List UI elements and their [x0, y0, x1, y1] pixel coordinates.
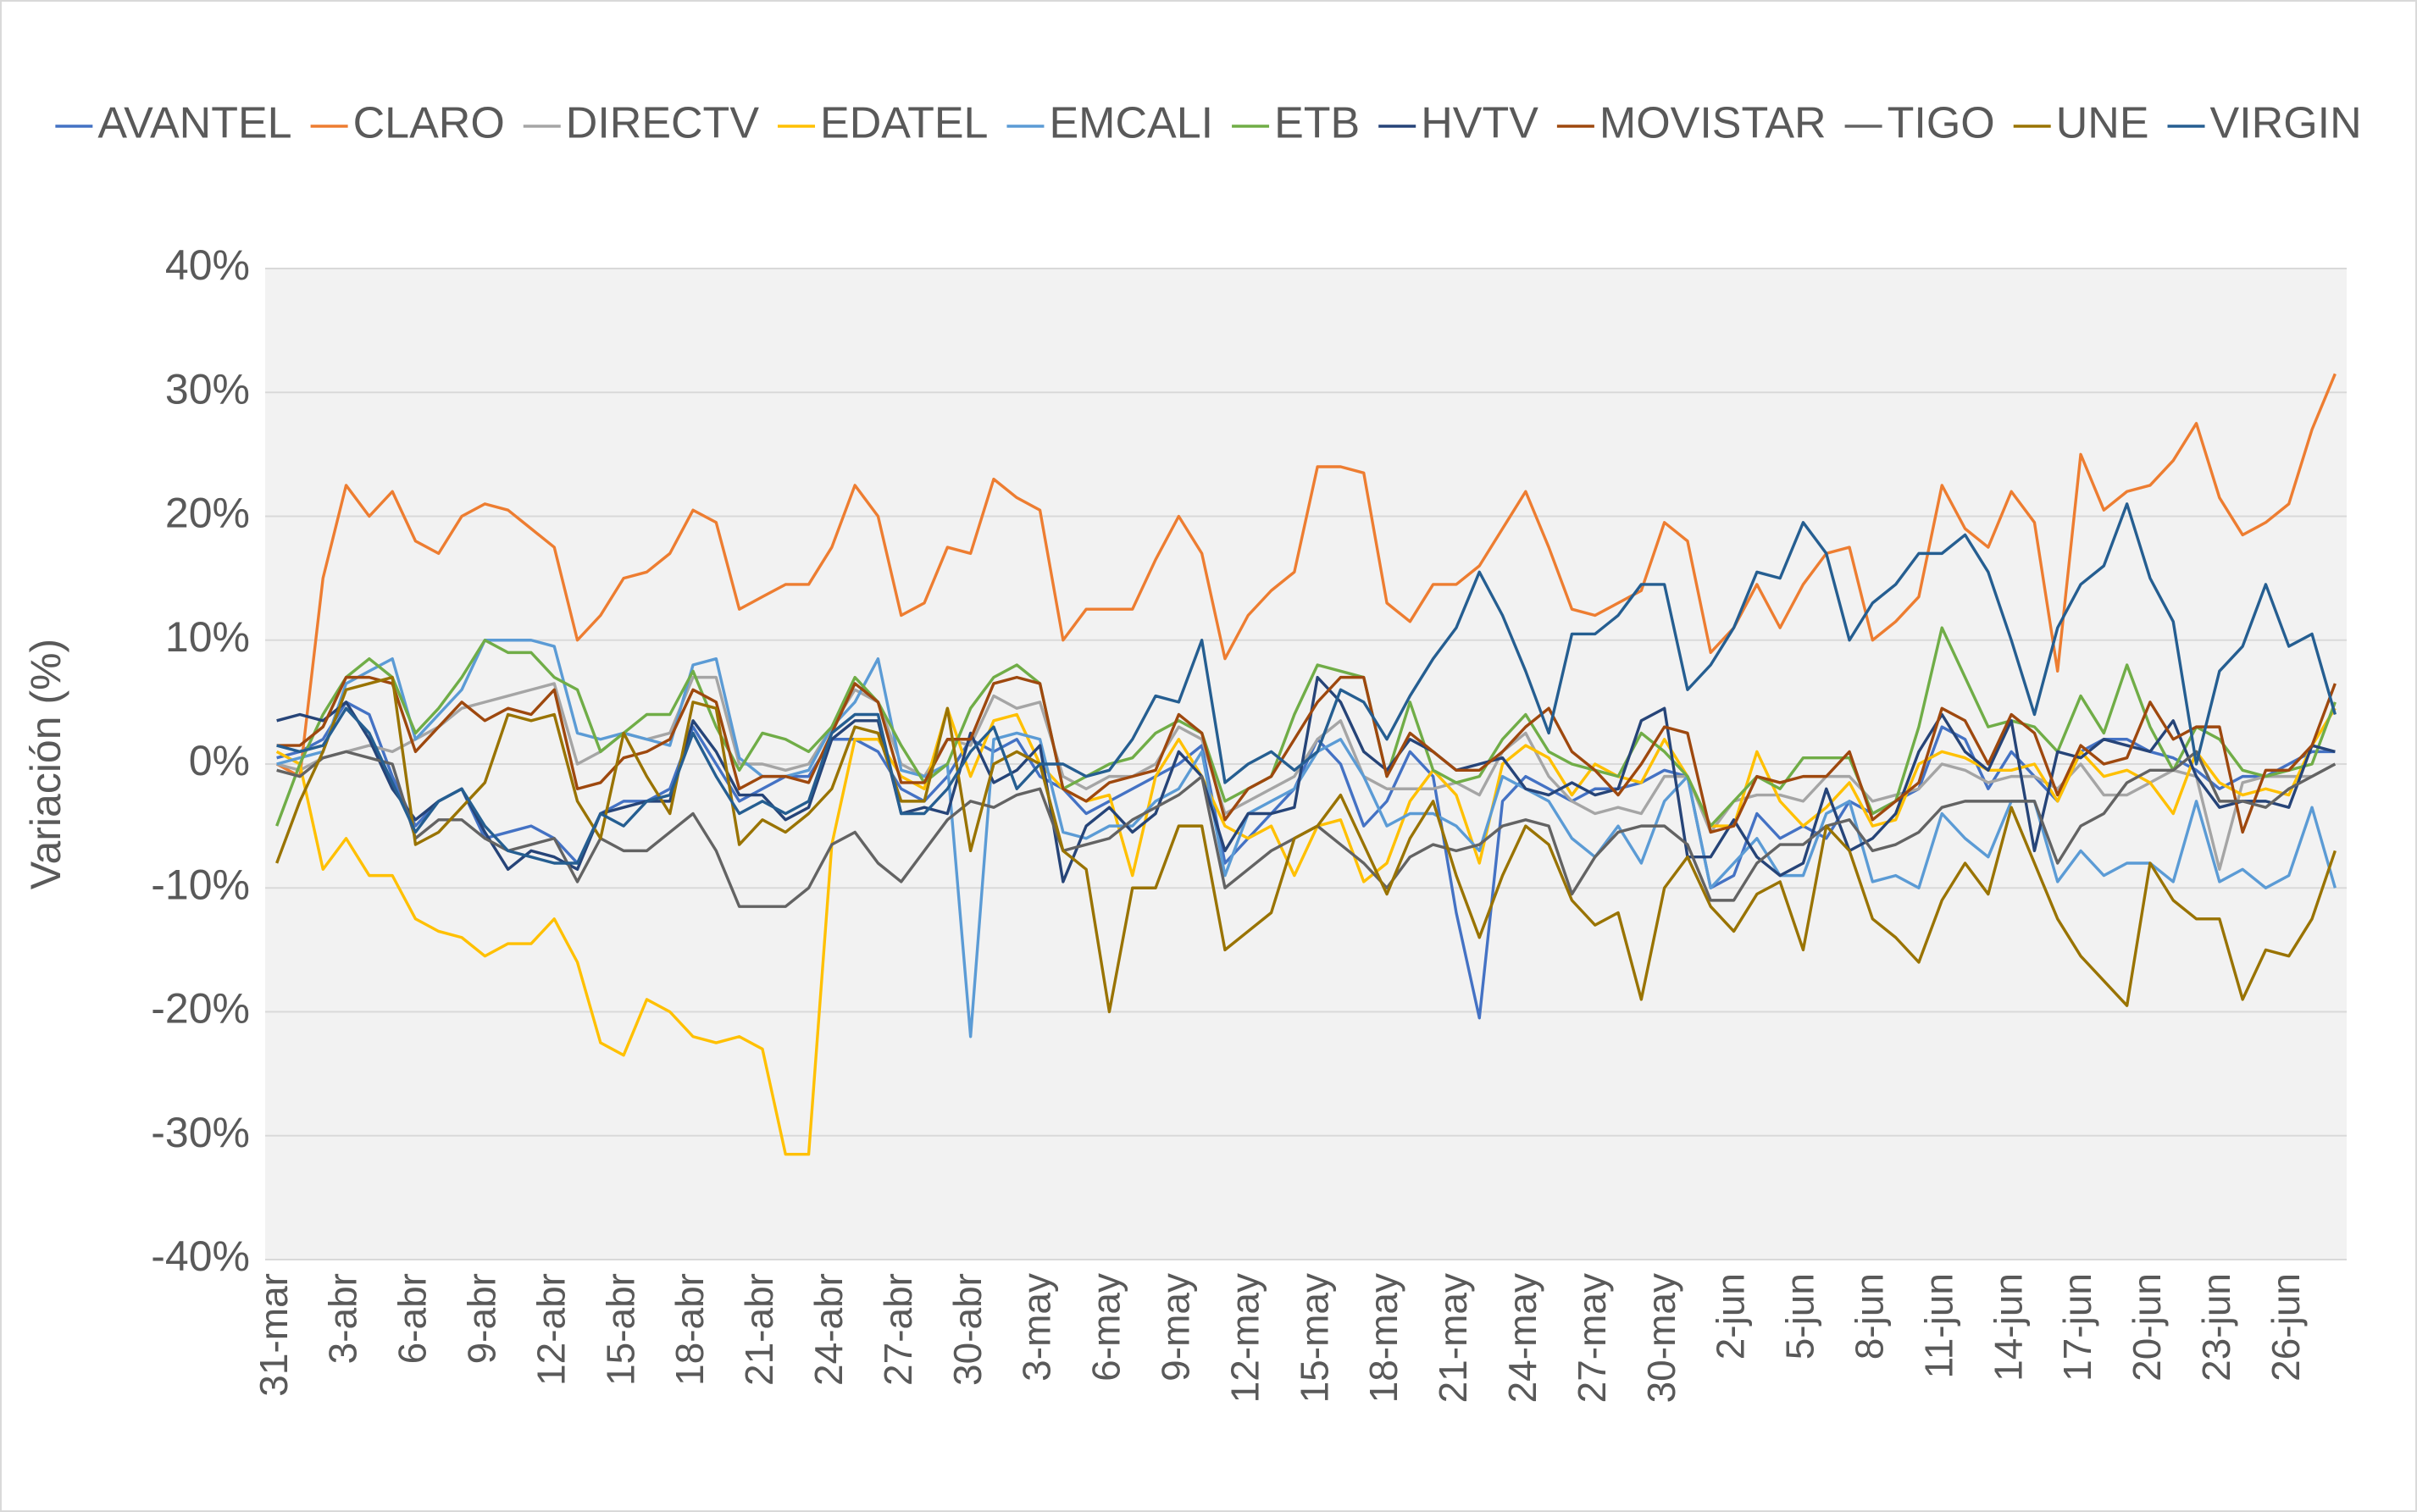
- x-tick-label: 26-jun: [2264, 1273, 2308, 1382]
- x-tick-label: 3-abr: [321, 1273, 365, 1364]
- legend-label: EDATEL: [820, 99, 988, 148]
- x-tick-label: 6-abr: [391, 1273, 435, 1364]
- series-line: [276, 502, 2337, 865]
- x-tick-label: 6-may: [1084, 1273, 1128, 1382]
- y-tick-label: 10%: [165, 613, 250, 661]
- series-line: [276, 675, 2336, 883]
- x-tick-label: 24-abr: [807, 1273, 851, 1386]
- y-tick-label: -30%: [151, 1109, 250, 1156]
- x-tick-label: 11-jun: [1916, 1273, 1960, 1378]
- legend-label: HVTV: [1421, 99, 1538, 148]
- y-tick-label: -10%: [151, 861, 250, 908]
- x-tick-label: 30-may: [1639, 1273, 1683, 1403]
- x-tick-label: 30-abr: [945, 1273, 990, 1386]
- legend-label: AVANTEL: [97, 99, 291, 148]
- x-tick-label: 27-may: [1570, 1273, 1614, 1403]
- x-tick-label: 21-abr: [737, 1273, 781, 1386]
- x-tick-label: 17-jun: [2055, 1273, 2099, 1382]
- x-tick-label: 3-may: [1015, 1273, 1059, 1382]
- x-tick-label: 15-abr: [598, 1273, 642, 1386]
- x-tick-label: 27-abr: [876, 1273, 920, 1386]
- x-tick-label: 12-may: [1222, 1273, 1267, 1403]
- x-tick-label: 23-jun: [2194, 1273, 2238, 1382]
- series-line: [275, 675, 2337, 1014]
- x-tick-label: 12-abr: [529, 1273, 573, 1386]
- legend-label: ETB: [1274, 99, 1360, 148]
- legend-label: CLARO: [353, 99, 505, 148]
- series-line: [275, 626, 2337, 828]
- y-tick-label: -40%: [151, 1232, 250, 1280]
- x-tick-label: 9-may: [1154, 1273, 1198, 1382]
- x-tick-label: 18-may: [1361, 1273, 1405, 1403]
- legend-label: MOVISTAR: [1599, 99, 1827, 148]
- y-tick-label: 40%: [165, 241, 250, 289]
- series-line: [275, 373, 2337, 778]
- series-line: [276, 675, 2337, 834]
- legend-label: UNE: [2056, 99, 2149, 148]
- series-line: [276, 639, 2337, 1038]
- legend-label: TIGO: [1888, 99, 1995, 148]
- legend-label: VIRGIN: [2210, 99, 2362, 148]
- x-tick-label: 18-abr: [668, 1273, 712, 1386]
- x-tick-label: 14-jun: [1986, 1273, 2030, 1382]
- x-tick-label: 2-jun: [1709, 1273, 1753, 1360]
- x-tick-label: 31-mar: [252, 1273, 296, 1397]
- x-tick-label: 15-may: [1292, 1273, 1336, 1403]
- legend: AVANTEL CLARO DIRECTV EDATEL EMCALI ETB HVTV MO…: [55, 99, 2362, 148]
- x-tick-label: 20-jun: [2125, 1273, 2169, 1382]
- series-line: [275, 706, 2337, 1156]
- x-tick-label: 24-may: [1500, 1273, 1544, 1403]
- y-tick-label: 20%: [165, 490, 250, 537]
- legend-label: EMCALI: [1049, 99, 1213, 148]
- legend-label: DIRECTV: [566, 99, 760, 148]
- y-tick-label: -20%: [151, 985, 250, 1033]
- x-tick-label: 5-jun: [1778, 1273, 1822, 1360]
- y-axis-title: Variación (%): [22, 639, 69, 889]
- y-tick-label: 30%: [165, 365, 250, 413]
- y-tick-label: 0%: [189, 737, 250, 784]
- x-tick-label: 8-jun: [1848, 1273, 1892, 1360]
- x-tick-label: 9-abr: [460, 1273, 504, 1364]
- x-tick-label: 21-may: [1431, 1273, 1475, 1403]
